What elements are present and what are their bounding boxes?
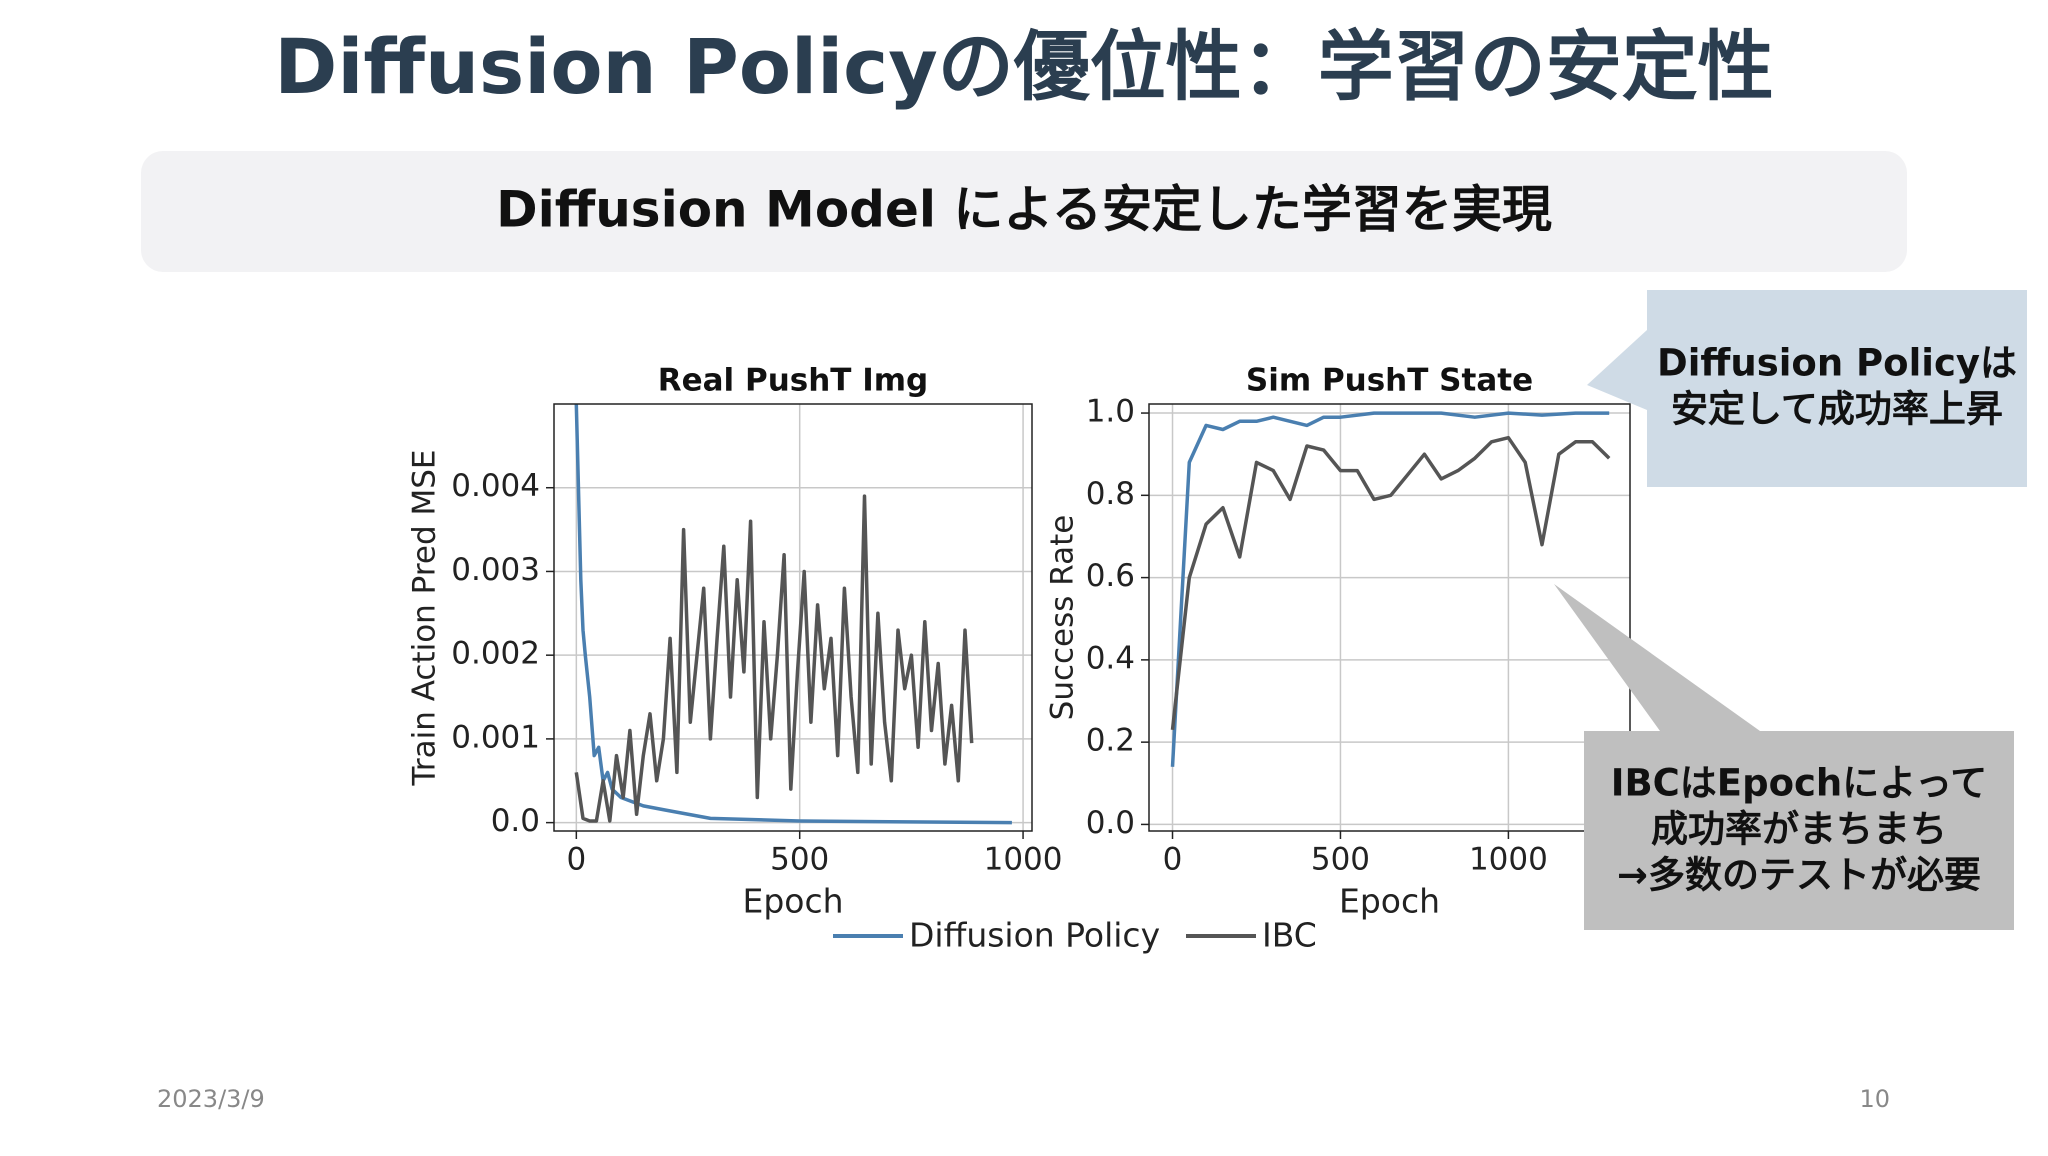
legend-label: IBC — [1262, 916, 1317, 955]
callout-text: IBCはEpochによって — [1611, 762, 1988, 805]
callout-pointer — [1554, 584, 1760, 731]
subtitle: Diffusion Model による安定した学習を実現 — [496, 181, 1552, 239]
page-number: 10 — [1859, 1085, 1890, 1113]
callout-pointer — [1587, 330, 1647, 410]
x-tick-label: 0 — [1163, 842, 1183, 878]
x-tick-label: 1000 — [984, 842, 1063, 878]
callout-text: →多数のテストが必要 — [1617, 854, 1981, 897]
y-axis-label: Train Action Pred MSE — [407, 449, 443, 786]
series-line — [1170, 411, 1610, 767]
callout-text: Diffusion Policyは — [1657, 342, 2017, 385]
subtitle-box — [141, 151, 1907, 272]
y-tick-label: 0.003 — [451, 552, 540, 588]
callout-text: 安定して成功率上昇 — [1671, 388, 2003, 431]
series-line — [574, 494, 974, 823]
legend-label: Diffusion Policy — [909, 916, 1160, 955]
x-tick-label: 500 — [1311, 842, 1370, 878]
callout-text: 成功率がまちまち — [1651, 808, 1947, 851]
series-line — [574, 404, 1012, 825]
y-tick-label: 0.6 — [1086, 558, 1135, 594]
x-axis-label: Epoch — [742, 882, 843, 921]
y-tick-label: 0.2 — [1086, 723, 1135, 759]
date: 2023/3/9 — [157, 1085, 265, 1113]
plot-frame — [1148, 403, 1631, 832]
y-tick-label: 0.002 — [451, 636, 540, 672]
y-tick-label: 0.004 — [451, 468, 540, 504]
y-tick-label: 0.001 — [451, 719, 540, 755]
callout-box — [1584, 731, 2014, 930]
y-tick-label: 1.0 — [1086, 394, 1135, 430]
y-tick-label: 0.4 — [1086, 640, 1135, 676]
x-tick-label: 1000 — [1469, 842, 1548, 878]
chart-title: Real PushT Img — [658, 363, 929, 399]
callout-box — [1647, 290, 2027, 487]
y-tick-label: 0.0 — [491, 803, 540, 839]
slide-title: Diffusion Policyの優位性：学習の安定性 — [274, 22, 1773, 111]
x-tick-label: 0 — [566, 842, 586, 878]
y-tick-label: 0.0 — [1086, 805, 1135, 841]
y-axis-label: Success Rate — [1045, 515, 1081, 721]
y-tick-label: 0.8 — [1086, 476, 1135, 512]
x-axis-label: Epoch — [1339, 882, 1440, 921]
series-line — [1170, 435, 1611, 730]
x-tick-label: 500 — [770, 842, 829, 878]
chart-title: Sim PushT State — [1246, 363, 1533, 399]
plot-frame — [553, 403, 1033, 832]
